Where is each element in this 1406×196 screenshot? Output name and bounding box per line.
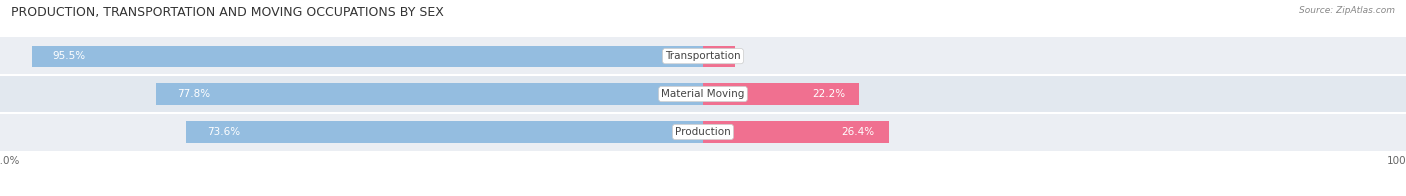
Bar (703, 83, 859, 105)
Text: 26.4%: 26.4% (841, 127, 875, 137)
Text: Source: ZipAtlas.com: Source: ZipAtlas.com (1299, 6, 1395, 15)
Text: Transportation: Transportation (665, 51, 741, 61)
Text: Production: Production (675, 127, 731, 137)
Text: 22.2%: 22.2% (811, 89, 845, 99)
Text: Material Moving: Material Moving (661, 89, 745, 99)
Bar (156, 83, 703, 105)
Text: 77.8%: 77.8% (177, 89, 211, 99)
Bar (186, 121, 703, 143)
Text: 4.6%: 4.6% (695, 51, 721, 61)
Bar (703, 45, 735, 67)
Bar (703, 121, 889, 143)
Bar (32, 45, 703, 67)
Bar (0, 37, 1406, 75)
Text: 95.5%: 95.5% (53, 51, 86, 61)
Bar (0, 75, 1406, 113)
Bar (0, 113, 1406, 151)
Text: PRODUCTION, TRANSPORTATION AND MOVING OCCUPATIONS BY SEX: PRODUCTION, TRANSPORTATION AND MOVING OC… (11, 6, 444, 19)
Text: 73.6%: 73.6% (207, 127, 240, 137)
